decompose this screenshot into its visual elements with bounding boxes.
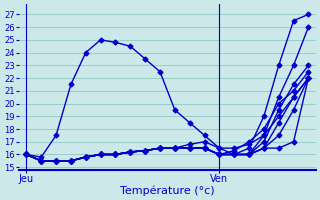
X-axis label: Température (°c): Température (°c) [120,185,215,196]
